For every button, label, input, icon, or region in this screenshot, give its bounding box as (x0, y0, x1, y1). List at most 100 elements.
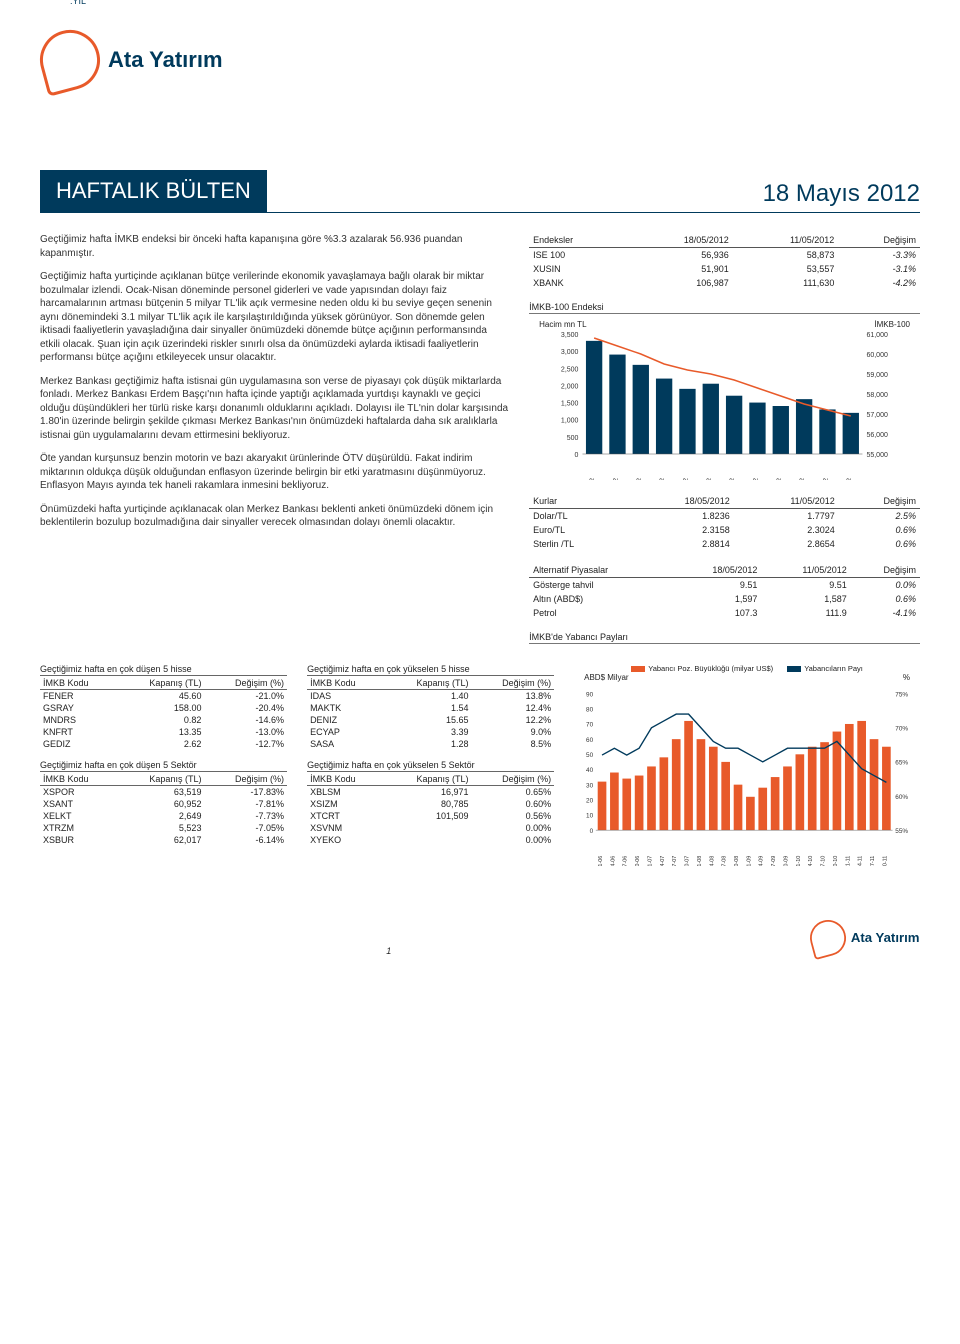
svg-text:40: 40 (586, 767, 594, 774)
svg-text:07-06: 07-06 (623, 856, 629, 866)
brand-name: Ata Yatırım (108, 47, 223, 73)
foreign-chart: ABD$ Milyar % 908070605040302010075%70%6… (574, 676, 920, 866)
table-row: XBANK106,987111,630-4.2% (529, 276, 920, 290)
table-row: XELKT2,649-7.73% (40, 810, 287, 822)
table-row: XBLSM16,9710.65% (307, 786, 554, 799)
svg-text:56,000: 56,000 (867, 432, 889, 439)
table-row: Petrol107.3111.9-4.1% (529, 606, 920, 620)
foreign-chart-svg: 908070605040302010075%70%65%60%55%01-060… (574, 676, 920, 866)
svg-text:04-07: 04-07 (660, 856, 666, 866)
page-number: 1 (40, 946, 737, 956)
svg-text:04-06: 04-06 (611, 856, 617, 866)
svg-text:04/12: 04/12 (613, 478, 620, 480)
indices-table: Endeksler18/05/201211/05/2012DeğişimISE … (529, 233, 920, 290)
imkb-chart-right-label: İMKB-100 (874, 320, 910, 329)
main-text-column: Geçtiğimiz hafta İMKB endeksi bir önceki… (40, 233, 509, 650)
table-row: Gösterge tahvil9.519.510.0% (529, 578, 920, 593)
svg-text:05/12: 05/12 (706, 478, 713, 480)
svg-text:90: 90 (586, 691, 594, 698)
svg-text:07-11: 07-11 (870, 856, 876, 866)
svg-text:04-11: 04-11 (858, 856, 864, 866)
svg-text:04-09: 04-09 (759, 856, 765, 866)
table-row: FENER45.60-21.0% (40, 690, 287, 703)
svg-text:01-11: 01-11 (845, 856, 851, 866)
svg-text:75%: 75% (895, 691, 908, 698)
svg-text:01-08: 01-08 (697, 856, 703, 866)
svg-text:07-08: 07-08 (722, 856, 728, 866)
svg-text:55%: 55% (895, 828, 908, 835)
svg-text:01-09: 01-09 (747, 856, 753, 866)
table-row: XTRZM5,523-7.05% (40, 822, 287, 834)
table-row: Sterlin /TL2.88142.86540.6% (529, 537, 920, 551)
table-row: DENIZ15.6512.2% (307, 714, 554, 726)
table-row: XSANT60,952-7.81% (40, 798, 287, 810)
svg-text:50: 50 (586, 752, 594, 759)
svg-text:05/12: 05/12 (823, 478, 830, 480)
table-row: SASA1.288.5% (307, 738, 554, 750)
table-row: Altın (ABD$)1,5971,5870.6% (529, 592, 920, 606)
table-row: MNDRS0.82-14.6% (40, 714, 287, 726)
body-paragraph: Merkez Bankası geçtiğimiz hafta istisnai… (40, 375, 509, 443)
table-row: XSBUR62,017-6.14% (40, 834, 287, 846)
imkb-chart: Hacim mn TL İMKB-100 3,5003,0002,5002,00… (529, 320, 920, 480)
table-row: IDAS1.4013.8% (307, 690, 554, 703)
svg-text:10-11: 10-11 (883, 856, 889, 866)
svg-text:01-10: 01-10 (796, 856, 802, 866)
svg-text:3,500: 3,500 (561, 332, 579, 339)
svg-text:07-09: 07-09 (771, 856, 777, 866)
svg-text:70%: 70% (895, 725, 908, 732)
svg-text:2,500: 2,500 (561, 366, 579, 373)
table-row: XUSIN51,90153,557-3.1% (529, 262, 920, 276)
svg-text:60%: 60% (895, 794, 908, 801)
svg-text:60,000: 60,000 (867, 352, 889, 359)
svg-text:10-06: 10-06 (635, 856, 641, 866)
foreign-left-label: ABD$ Milyar (584, 673, 628, 682)
body-paragraph: Geçtiğimiz hafta İMKB endeksi bir önceki… (40, 233, 509, 260)
svg-text:58,000: 58,000 (867, 392, 889, 399)
svg-text:55,000: 55,000 (867, 452, 889, 459)
foreign-chart-column: Yabancı Poz. Büyüklüğü (milyar US$) Yaba… (574, 664, 920, 866)
svg-text:10-08: 10-08 (734, 856, 740, 866)
body-paragraph: Önümüzdeki hafta yurtiçinde açıklanacak … (40, 503, 509, 530)
legend-bar-label: Yabancı Poz. Büyüklüğü (milyar US$) (648, 664, 773, 673)
body-paragraph: Geçtiğimiz hafta yurtiçinde açıklanan bü… (40, 270, 509, 365)
table-row: Euro/TL2.31582.30240.6% (529, 523, 920, 537)
svg-text:05/12: 05/12 (753, 478, 760, 480)
svg-text:65%: 65% (895, 760, 908, 767)
losers-column: Geçtiğimiz hafta en çok düşen 5 hisseİMK… (40, 664, 287, 866)
svg-text:05/12: 05/12 (846, 478, 853, 480)
table-row: XTCRT101,5090.56% (307, 810, 554, 822)
svg-text:04/12: 04/12 (636, 478, 643, 480)
table-row: MAKTK1.5412.4% (307, 702, 554, 714)
sidebar-column: Endeksler18/05/201211/05/2012DeğişimISE … (529, 233, 920, 650)
svg-text:70: 70 (586, 722, 594, 729)
svg-text:61,000: 61,000 (867, 332, 889, 339)
svg-text:01-06: 01-06 (598, 856, 604, 866)
svg-text:2,000: 2,000 (561, 383, 579, 390)
imkb-chart-label: İMKB-100 Endeksi (529, 302, 920, 314)
table-row: XSIZM80,7850.60% (307, 798, 554, 810)
gainers-sectors-table: Geçtiğimiz hafta en çok yükselen 5 Sektö… (307, 760, 554, 846)
svg-text:04-10: 04-10 (808, 856, 814, 866)
svg-text:05/12: 05/12 (776, 478, 783, 480)
table-row: Dolar/TL1.82361.77972.5% (529, 509, 920, 524)
svg-text:1,500: 1,500 (561, 401, 579, 408)
gainers-column: Geçtiğimiz hafta en çok yükselen 5 hisse… (307, 664, 554, 866)
svg-text:0: 0 (590, 828, 594, 835)
svg-text:10-07: 10-07 (685, 856, 691, 866)
table-row: XYEKO0.00% (307, 834, 554, 846)
foreign-right-label: % (903, 673, 910, 682)
svg-text:3,000: 3,000 (561, 349, 579, 356)
svg-text:04/12: 04/12 (589, 478, 596, 480)
svg-text:10-09: 10-09 (784, 856, 790, 866)
foreign-section-label: İMKB'de Yabancı Payları (529, 632, 920, 644)
alt-table: Alternatif Piyasalar18/05/201211/05/2012… (529, 563, 920, 620)
bulletin-date: 18 Mayıs 2012 (763, 180, 920, 212)
svg-text:30: 30 (586, 782, 594, 789)
body-paragraph: Öte yandan kurşunsuz benzin motorin ve b… (40, 452, 509, 493)
table-row: GEDIZ2.62-12.7% (40, 738, 287, 750)
svg-text:0: 0 (575, 452, 579, 459)
foreign-chart-legend: Yabancı Poz. Büyüklüğü (milyar US$) Yaba… (574, 664, 920, 673)
bulletin-title: HAFTALIK BÜLTEN (40, 170, 267, 212)
logo-swoosh-icon (33, 23, 106, 96)
